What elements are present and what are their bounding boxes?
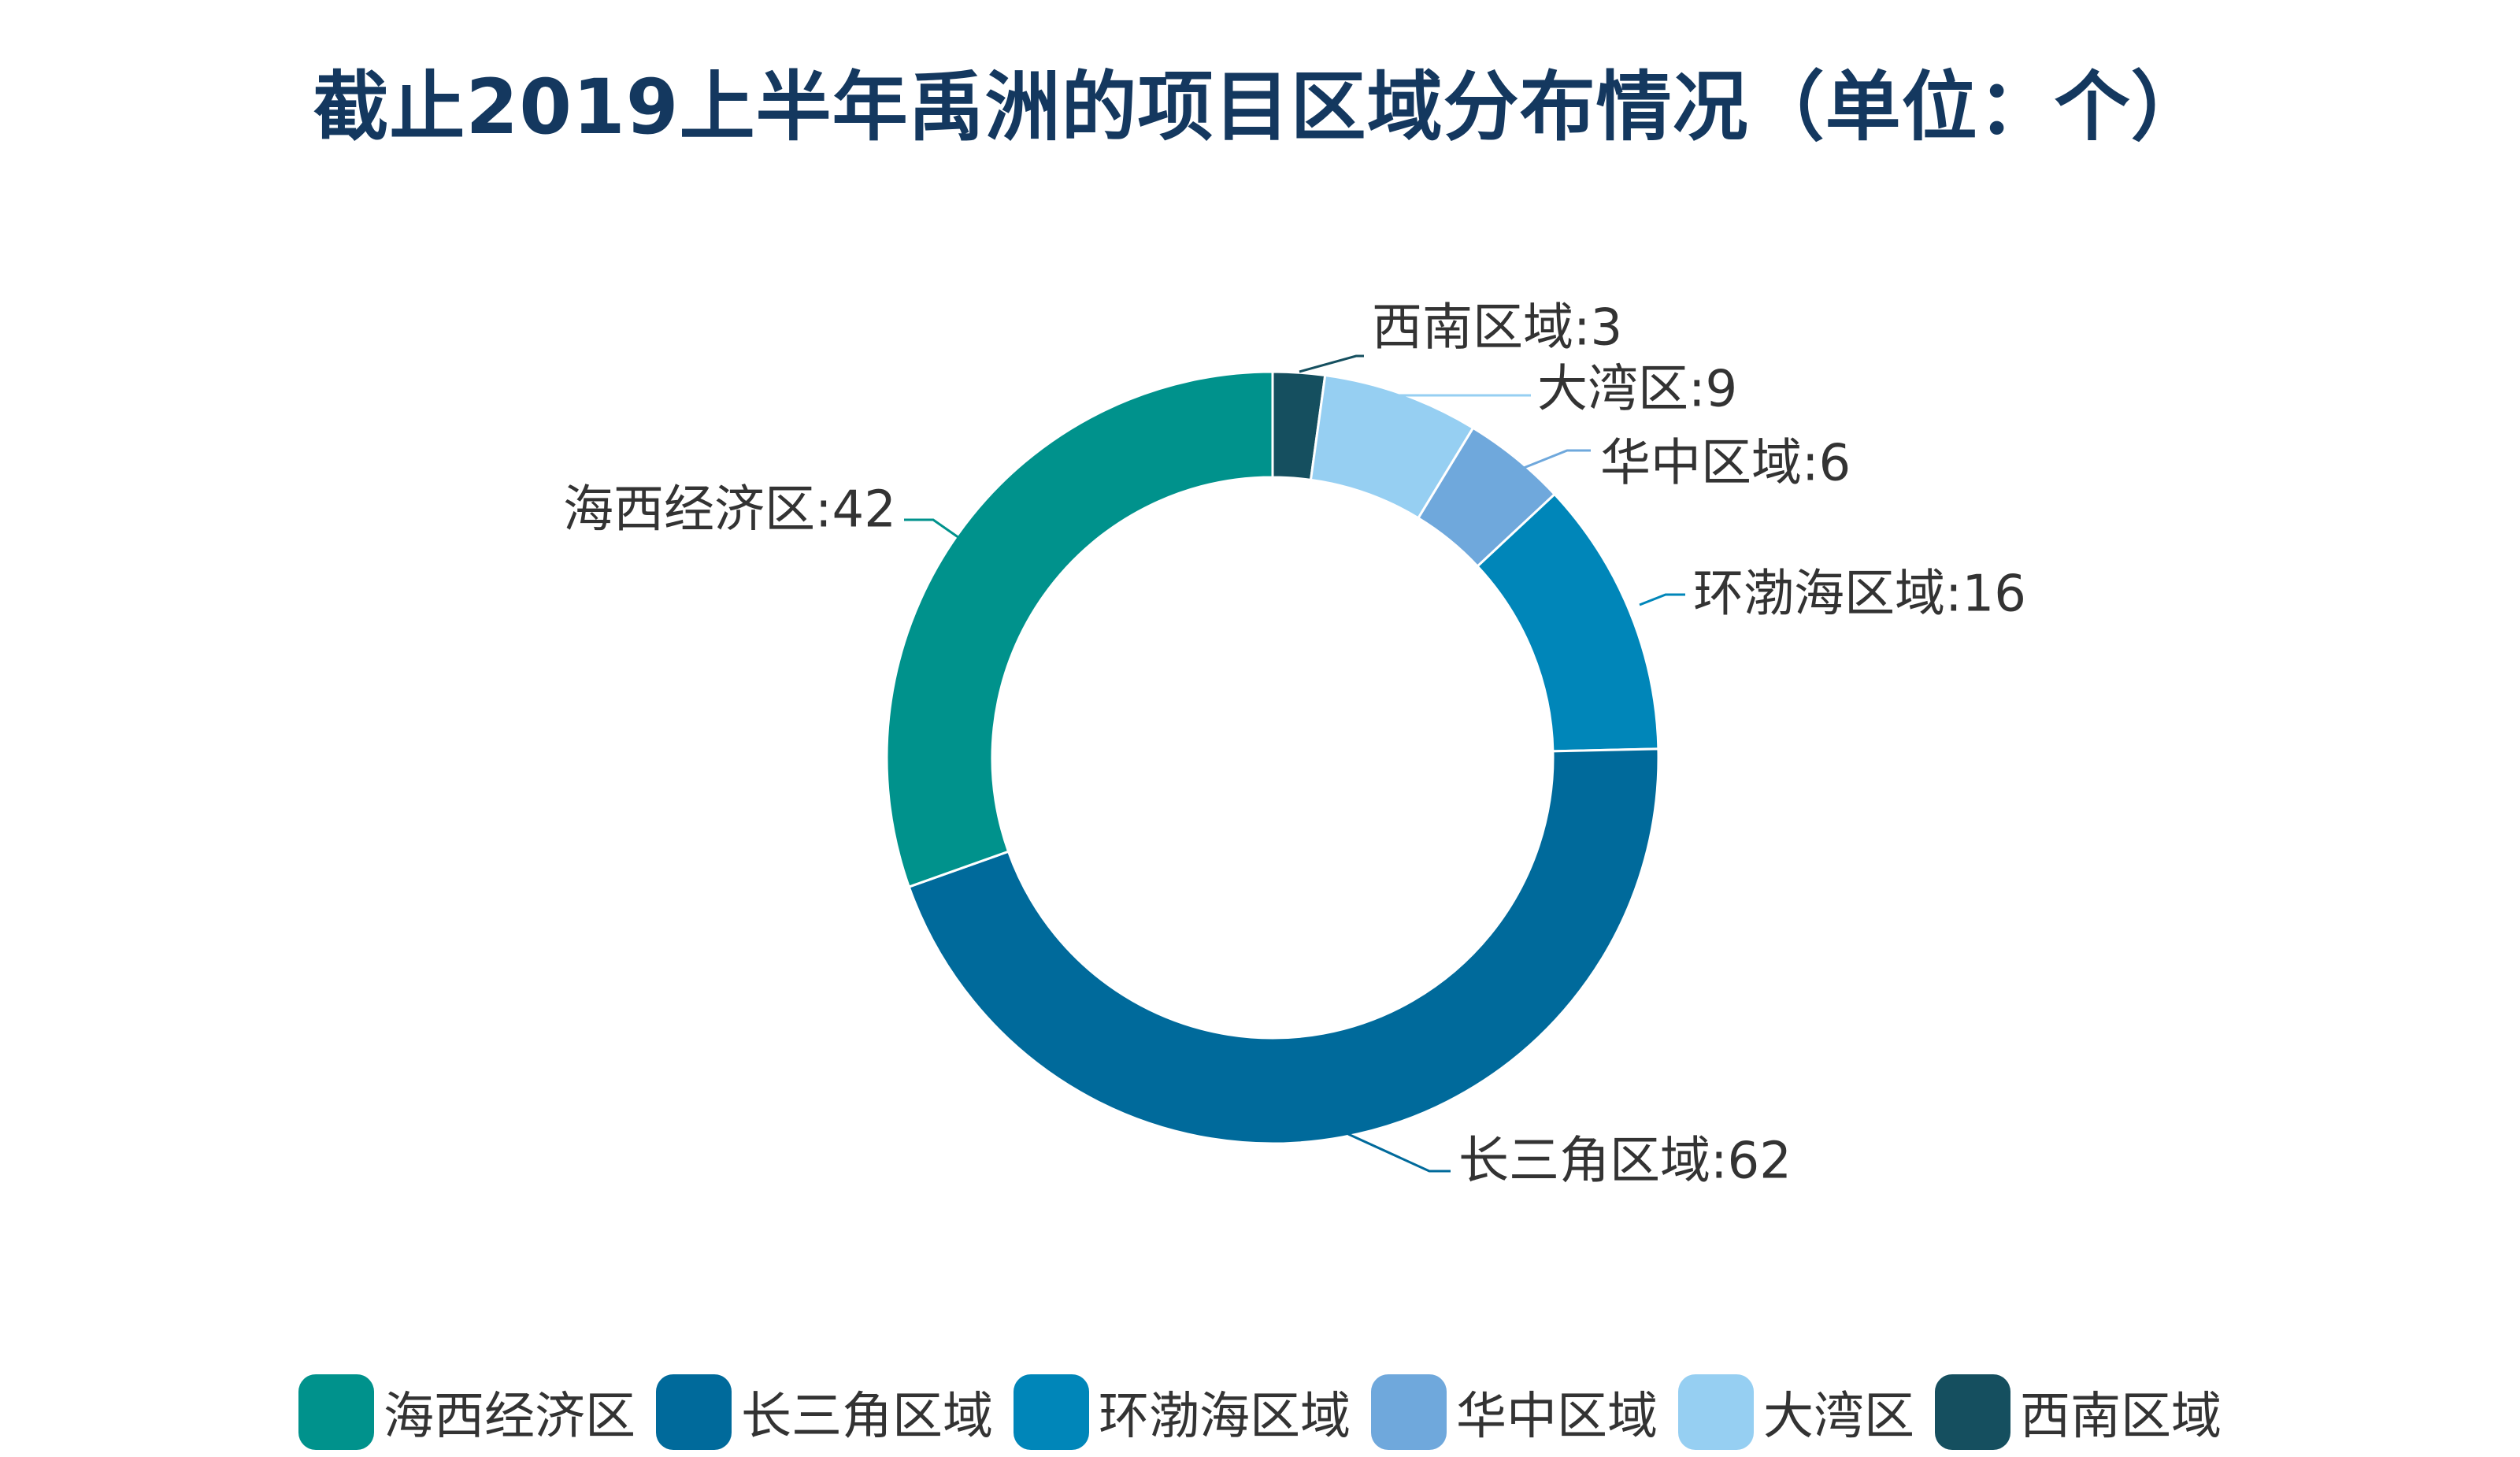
donut-slice[interactable] xyxy=(907,747,1660,1145)
data-label: 长三角区域:62 xyxy=(1458,1133,1792,1191)
legend-item[interactable]: 大湾区 xyxy=(1678,1374,1914,1450)
leader-line xyxy=(904,518,960,539)
data-label: 环渤海区域:16 xyxy=(1693,565,2026,624)
legend-item[interactable]: 海西经济区 xyxy=(298,1374,636,1450)
legend-label: 环渤海区域 xyxy=(1099,1388,1351,1446)
leader-line xyxy=(1639,593,1685,606)
slice-labels: 海西经济区:42 长三角区域:62 环渤海区域:16 华中区域:6 大湾区:9西南区域:… xyxy=(563,299,2026,1191)
legend: 海西经济区 长三角区域 环渤海区域 华中区域 大湾区 西南区域 xyxy=(0,1369,2520,1455)
legend-swatch xyxy=(1371,1374,1447,1450)
legend-swatch xyxy=(298,1374,374,1450)
data-label: 海西经济区:42 xyxy=(563,481,896,539)
legend-label: 长三角区域 xyxy=(741,1388,993,1446)
legend-item[interactable]: 西南区域 xyxy=(1935,1374,2222,1450)
leader-line xyxy=(1299,354,1364,373)
legend-swatch xyxy=(1678,1374,1754,1450)
donut-slice[interactable] xyxy=(885,370,1274,889)
leader-line xyxy=(1511,449,1591,474)
data-label: 西南区域:3 xyxy=(1372,299,1622,358)
legend-label: 海西经济区 xyxy=(384,1388,636,1446)
data-label: 华中区域:6 xyxy=(1600,435,1851,493)
legend-item[interactable]: 长三角区域 xyxy=(656,1374,993,1450)
donut-slices xyxy=(885,370,1660,1145)
legend-label: 大湾区 xyxy=(1763,1388,1914,1446)
data-label: 大湾区:9 xyxy=(1537,361,1737,419)
legend-label: 西南区域 xyxy=(2020,1388,2222,1446)
legend-item[interactable]: 环渤海区域 xyxy=(1014,1374,1351,1450)
legend-swatch xyxy=(1014,1374,1089,1450)
chart-title: 截止2019上半年禹洲的项目区域分布情况（单位：个） xyxy=(313,63,2207,151)
legend-swatch xyxy=(1935,1374,2010,1450)
leader-line xyxy=(1347,1133,1451,1173)
legend-label: 华中区域 xyxy=(1456,1388,1658,1446)
legend-item[interactable]: 华中区域 xyxy=(1371,1374,1658,1450)
legend-swatch xyxy=(656,1374,732,1450)
leader-lines xyxy=(904,354,1685,1173)
